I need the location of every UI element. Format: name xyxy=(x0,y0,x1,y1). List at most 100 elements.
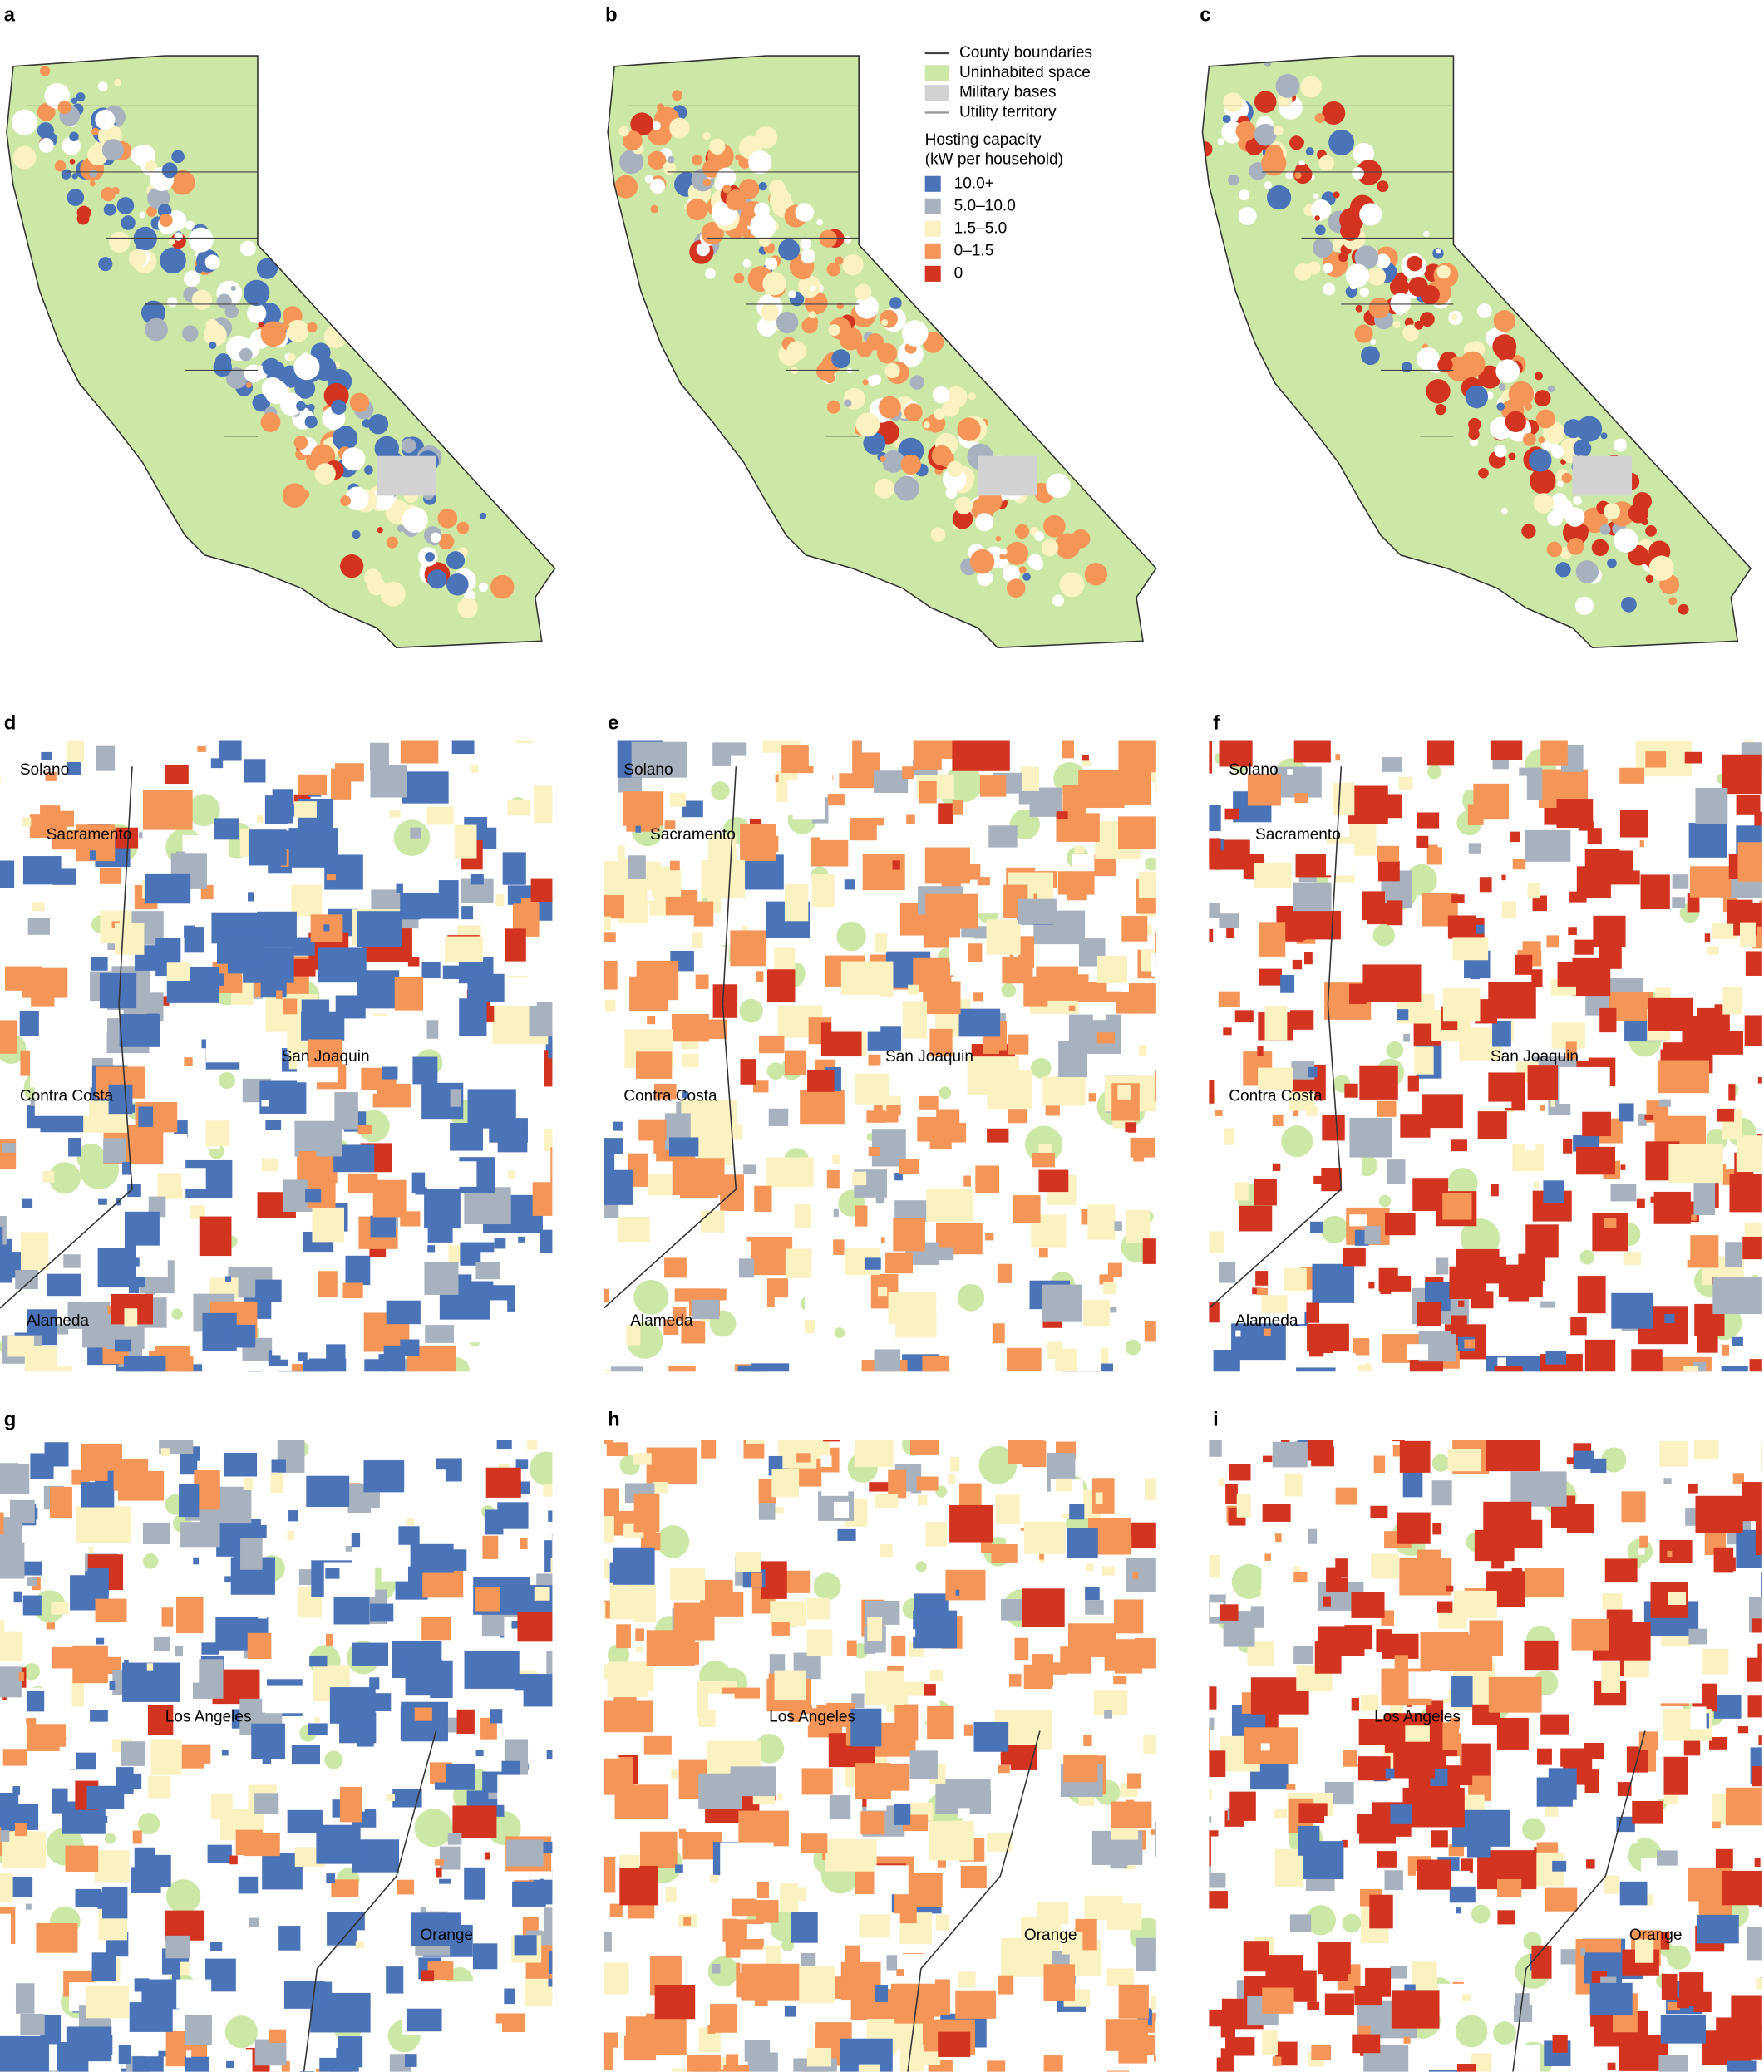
capacity-area xyxy=(159,1557,190,1590)
capacity-area xyxy=(1228,174,1239,186)
capacity-area xyxy=(1377,1851,1397,1868)
capacity-area xyxy=(99,867,121,884)
capacity-area xyxy=(741,1963,800,2001)
capacity-area xyxy=(919,780,937,804)
capacity-area xyxy=(1417,1549,1441,1578)
capacity-area xyxy=(881,319,889,327)
capacity-area xyxy=(176,1979,212,2009)
capacity-area xyxy=(1373,1455,1386,1474)
capacity-area xyxy=(67,189,85,206)
capacity-area xyxy=(1136,1937,1156,1971)
capacity-area xyxy=(1679,1972,1704,2006)
legend-label: Utility territory xyxy=(959,103,1057,121)
capacity-area xyxy=(1390,1966,1407,1979)
capacity-area xyxy=(139,832,143,839)
capacity-area xyxy=(1266,185,1292,210)
uninhabited xyxy=(414,1809,453,1848)
capacity-area xyxy=(1648,555,1674,581)
capacity-area xyxy=(45,771,57,781)
capacity-area xyxy=(1375,253,1391,269)
capacity-area xyxy=(1116,1536,1132,1551)
capacity-area xyxy=(1209,1816,1212,1823)
capacity-area xyxy=(39,66,51,76)
capacity-area xyxy=(833,1208,839,1218)
capacity-area xyxy=(1437,839,1444,848)
capacity-area xyxy=(1275,73,1300,98)
capacity-area xyxy=(892,860,900,870)
capacity-area xyxy=(899,1159,919,1174)
capacity-area xyxy=(1737,842,1762,882)
capacity-area xyxy=(1533,1181,1539,1189)
capacity-area xyxy=(1751,1618,1762,1633)
capacity-area xyxy=(1289,1914,1312,1932)
capacity-area xyxy=(1071,529,1091,549)
capacity-area xyxy=(1296,910,1341,940)
capacity-area xyxy=(708,235,718,244)
capacity-area xyxy=(812,877,833,905)
capacity-area xyxy=(604,1516,614,1543)
capacity-area xyxy=(683,1917,692,1926)
capacity-area xyxy=(1725,1787,1762,1826)
place-label: Los Angeles xyxy=(769,1709,855,1726)
capacity-area xyxy=(1451,313,1458,321)
capacity-area xyxy=(1387,1378,1397,1395)
capacity-area xyxy=(21,1232,49,1271)
capacity-area xyxy=(1308,1346,1324,1357)
capacity-area xyxy=(210,1942,223,1951)
capacity-area xyxy=(774,947,796,972)
capacity-area xyxy=(948,1474,956,1484)
capacity-area xyxy=(720,1842,774,1878)
capacity-area xyxy=(726,2054,739,2068)
capacity-area xyxy=(958,1808,970,1819)
capacity-area xyxy=(1267,896,1274,903)
capacity-area xyxy=(370,1215,396,1238)
capacity-area xyxy=(910,1440,939,1455)
capacity-area xyxy=(188,227,214,253)
capacity-area xyxy=(1611,1292,1653,1329)
capacity-area xyxy=(1209,902,1220,918)
capacity-area xyxy=(900,454,921,475)
capacity-area xyxy=(1209,1231,1224,1253)
capacity-area xyxy=(22,967,68,998)
capacity-area xyxy=(1318,745,1323,751)
capacity-area xyxy=(821,1472,849,1496)
capacity-area xyxy=(38,137,54,153)
capacity-area xyxy=(1546,935,1560,948)
capacity-area xyxy=(323,1562,376,1597)
uninhabited xyxy=(1030,1057,1052,1079)
capacity-area xyxy=(636,1051,673,1079)
capacity-area xyxy=(1659,1440,1688,1467)
capacity-area xyxy=(130,145,150,165)
capacity-area xyxy=(1273,126,1284,136)
capacity-area xyxy=(833,1501,850,1518)
capacity-area xyxy=(372,1179,407,1218)
capacity-area xyxy=(1545,1350,1566,1365)
capacity-area xyxy=(464,1187,511,1225)
capacity-area xyxy=(490,1300,508,1322)
capacity-area xyxy=(878,1287,888,1297)
capacity-area xyxy=(34,1080,90,1116)
capacity-area xyxy=(1307,1440,1333,1461)
capacity-area xyxy=(224,304,239,319)
capacity-area xyxy=(128,249,147,268)
capacity-area xyxy=(1414,1046,1434,1075)
capacity-area xyxy=(672,90,683,101)
capacity-area xyxy=(751,1363,790,1372)
capacity-area xyxy=(164,765,189,785)
capacity-area xyxy=(1126,1773,1141,1789)
capacity-area xyxy=(1600,432,1608,440)
capacity-area xyxy=(1668,1144,1723,1184)
capacity-area xyxy=(969,549,995,574)
capacity-area xyxy=(1392,320,1401,328)
capacity-area xyxy=(1399,287,1405,293)
capacity-area xyxy=(1106,2070,1130,2072)
capacity-area xyxy=(1626,1835,1638,1844)
capacity-area xyxy=(831,994,881,1032)
capacity-area xyxy=(1437,1983,1481,2015)
capacity-area xyxy=(1357,1756,1391,1781)
capacity-area xyxy=(252,393,270,412)
capacity-area xyxy=(806,1597,830,1620)
capacity-area xyxy=(540,1229,553,1253)
capacity-area xyxy=(175,851,185,864)
capacity-area xyxy=(0,1266,12,1283)
